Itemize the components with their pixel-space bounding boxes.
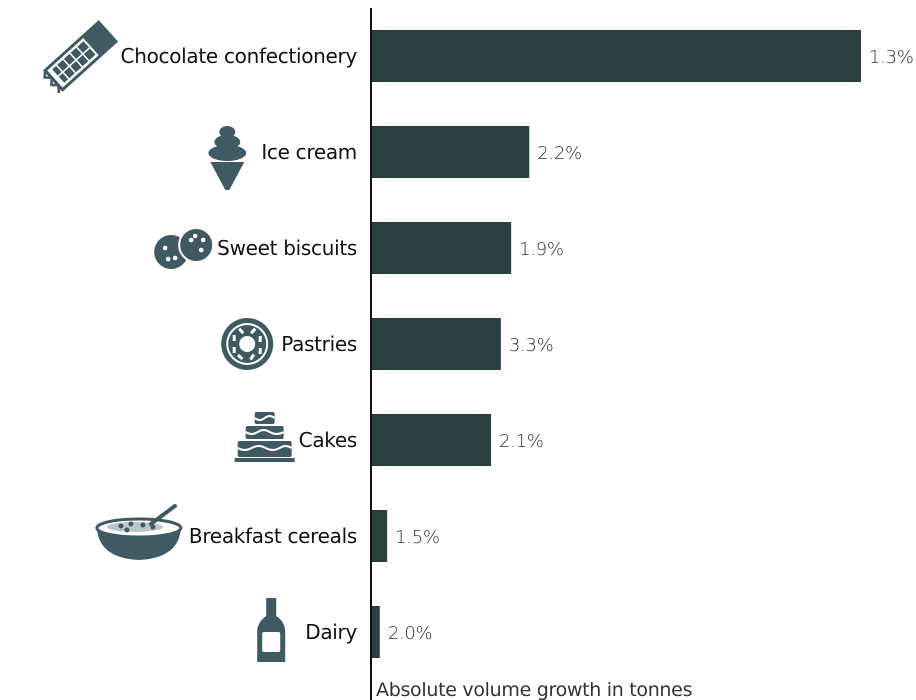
data-label: 1.5% (395, 527, 440, 548)
biscuits-icon (154, 227, 215, 269)
bar (371, 222, 512, 274)
bar (371, 510, 388, 562)
category-label: Pastries (281, 332, 357, 356)
category-label: Sweet biscuits (217, 236, 357, 260)
category-label: Chocolate confectionery (121, 44, 358, 68)
data-label: 2.1% (499, 431, 544, 452)
bars (371, 30, 861, 658)
category-label: Breakfast cereals (189, 524, 357, 548)
milk-bottle-icon (257, 598, 286, 662)
cake-icon (234, 412, 295, 462)
bar (371, 606, 380, 658)
data-label: 2.0% (388, 623, 433, 644)
data-label: 2.2% (537, 143, 582, 164)
category-label: Ice cream (261, 140, 357, 164)
bar (371, 318, 501, 370)
bar (371, 126, 530, 178)
data-label: 1.3% (869, 47, 914, 68)
cereal-bowl-icon (95, 504, 183, 560)
x-axis-title: Absolute volume growth in tonnes (376, 679, 692, 700)
ice-cream-icon (208, 126, 247, 190)
category-icons (42, 20, 295, 662)
data-labels: 1.3% 2.2% 1.9% 3.3% 2.1% 1.5% 2.0% (388, 47, 914, 644)
data-label: 3.3% (509, 335, 554, 356)
data-label: 1.9% (519, 239, 564, 260)
chocolate-bar-icon (42, 20, 119, 94)
bar (371, 30, 861, 82)
category-labels: Chocolate confectionery Ice cream Sweet bi… (121, 44, 358, 644)
donut-icon (221, 318, 274, 370)
category-label: Cakes (299, 428, 357, 452)
category-label: Dairy (305, 620, 357, 644)
bar (371, 414, 492, 466)
